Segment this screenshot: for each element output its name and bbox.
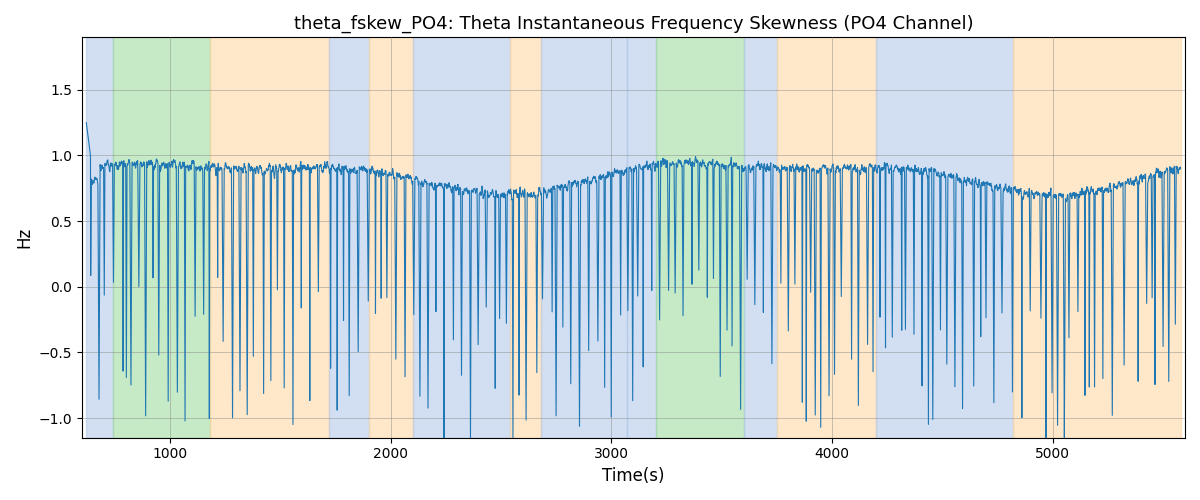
Y-axis label: Hz: Hz: [14, 227, 32, 248]
Bar: [368, 38, 413, 438]
Bar: [1013, 38, 1181, 438]
Bar: [626, 38, 655, 438]
Bar: [210, 38, 329, 438]
Bar: [655, 38, 744, 438]
Bar: [776, 38, 876, 438]
Bar: [876, 38, 1013, 438]
Bar: [744, 38, 776, 438]
Bar: [541, 38, 626, 438]
Bar: [329, 38, 368, 438]
Bar: [510, 38, 541, 438]
Bar: [113, 38, 210, 438]
Bar: [413, 38, 510, 438]
Title: theta_fskew_PO4: Theta Instantaneous Frequency Skewness (PO4 Channel): theta_fskew_PO4: Theta Instantaneous Fre…: [294, 15, 973, 34]
Bar: [86, 38, 113, 438]
X-axis label: Time(s): Time(s): [602, 467, 665, 485]
